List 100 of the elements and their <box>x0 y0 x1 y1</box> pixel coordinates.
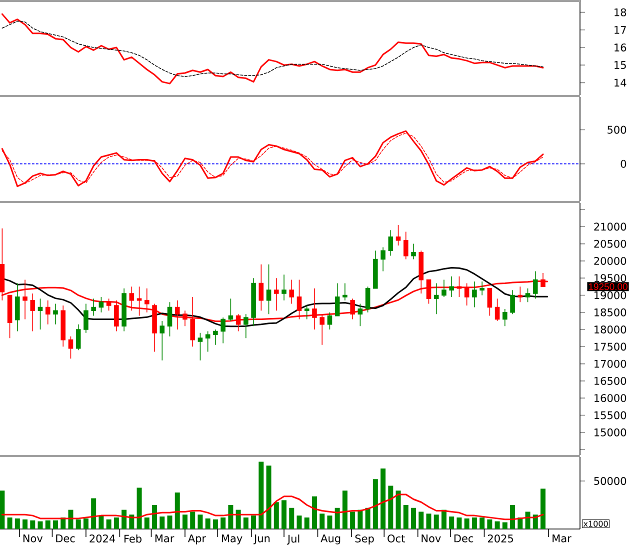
bar <box>212 519 218 529</box>
bar <box>342 490 348 529</box>
x-tick-label: Dec <box>56 534 75 542</box>
candlestick <box>198 332 203 361</box>
x-tick-label: Nov <box>422 534 441 542</box>
candlestick <box>502 308 508 326</box>
bar <box>334 508 340 529</box>
bar <box>296 516 302 529</box>
candlestick <box>342 282 348 301</box>
y-tick-label: 15 <box>614 61 626 69</box>
bar <box>510 505 516 529</box>
bar <box>388 486 394 529</box>
y-tick-label: 17 <box>614 26 626 34</box>
y-tick-label: 500 <box>608 126 626 134</box>
candlestick <box>434 282 439 314</box>
bar <box>0 490 5 529</box>
bar <box>220 517 226 529</box>
bar <box>190 512 196 529</box>
bar <box>122 510 127 529</box>
bar <box>38 521 43 529</box>
candlestick <box>510 290 515 314</box>
bar <box>494 521 500 529</box>
bar <box>540 488 546 529</box>
bar <box>152 505 158 529</box>
bar <box>228 505 234 529</box>
bar <box>83 518 88 529</box>
bar <box>472 517 477 529</box>
bar <box>144 517 150 529</box>
candlestick <box>129 286 134 312</box>
bar <box>182 514 188 529</box>
candlestick <box>266 264 272 314</box>
x-tick-label: Aug <box>320 534 340 544</box>
bar <box>7 517 12 529</box>
y-axis-title: x1000 <box>583 520 608 527</box>
y-tick-label: 17000 <box>594 360 626 368</box>
bar <box>30 520 36 529</box>
bar <box>502 522 508 529</box>
candlestick <box>304 305 310 320</box>
candlestick <box>396 224 401 246</box>
bar <box>106 519 112 529</box>
candlestick <box>380 246 386 272</box>
candlestick <box>106 298 112 312</box>
bar <box>464 518 470 529</box>
candlestick <box>480 281 484 296</box>
x-tick-label: 2025 <box>488 534 514 542</box>
bar <box>98 516 104 529</box>
bar <box>205 518 210 529</box>
candlestick <box>244 314 248 338</box>
y-tick-label: 18500 <box>594 308 626 316</box>
bar <box>45 520 50 529</box>
candlestick <box>84 303 88 334</box>
bar <box>52 520 58 529</box>
candlestick <box>518 286 523 302</box>
bar <box>327 516 332 529</box>
y-tick-label: 15500 <box>594 411 626 420</box>
candlestick <box>228 298 234 322</box>
candlestick <box>53 303 58 325</box>
y-tick-label: 0 <box>620 160 626 168</box>
bar <box>282 500 287 529</box>
candlestick <box>442 279 446 298</box>
candlestick <box>144 288 150 313</box>
candlestick <box>274 278 279 312</box>
bar <box>358 510 363 529</box>
bar <box>396 490 401 529</box>
bar <box>320 514 325 529</box>
candlestick <box>136 286 142 316</box>
candlestick <box>282 274 286 301</box>
candlestick <box>472 281 477 308</box>
y-tick-label: 21000 <box>594 222 626 231</box>
x-tick-label: Jun <box>254 534 270 544</box>
y-tick-label: 14 <box>614 78 626 87</box>
bar <box>274 502 279 529</box>
bar <box>198 514 203 529</box>
candlestick <box>388 230 394 256</box>
bar <box>350 512 356 529</box>
bar <box>22 519 28 529</box>
bar <box>365 508 370 529</box>
y-tick-label: 50000 <box>594 477 626 485</box>
bar <box>456 517 462 529</box>
x-tick-label: Oct <box>388 534 405 542</box>
candlestick <box>411 243 416 260</box>
x-tick-label: Sep <box>355 534 374 544</box>
x-tick-label: Mar <box>552 534 572 542</box>
y-tick-label: 15000 <box>594 428 626 436</box>
bar <box>426 514 432 529</box>
bar <box>487 519 492 529</box>
bar <box>434 514 439 529</box>
candlestick <box>289 279 294 304</box>
y-tick-label: 20000 <box>594 256 626 265</box>
bar <box>160 516 165 529</box>
y-tick-label: 16 <box>614 44 626 52</box>
candlestick <box>251 278 256 326</box>
candlestick <box>15 282 20 332</box>
bar <box>76 519 81 529</box>
bar <box>380 468 386 529</box>
bar <box>174 492 180 529</box>
y-tick-label: 18000 <box>594 326 626 334</box>
bar <box>525 512 530 529</box>
bar <box>136 488 142 529</box>
bar <box>289 508 294 529</box>
